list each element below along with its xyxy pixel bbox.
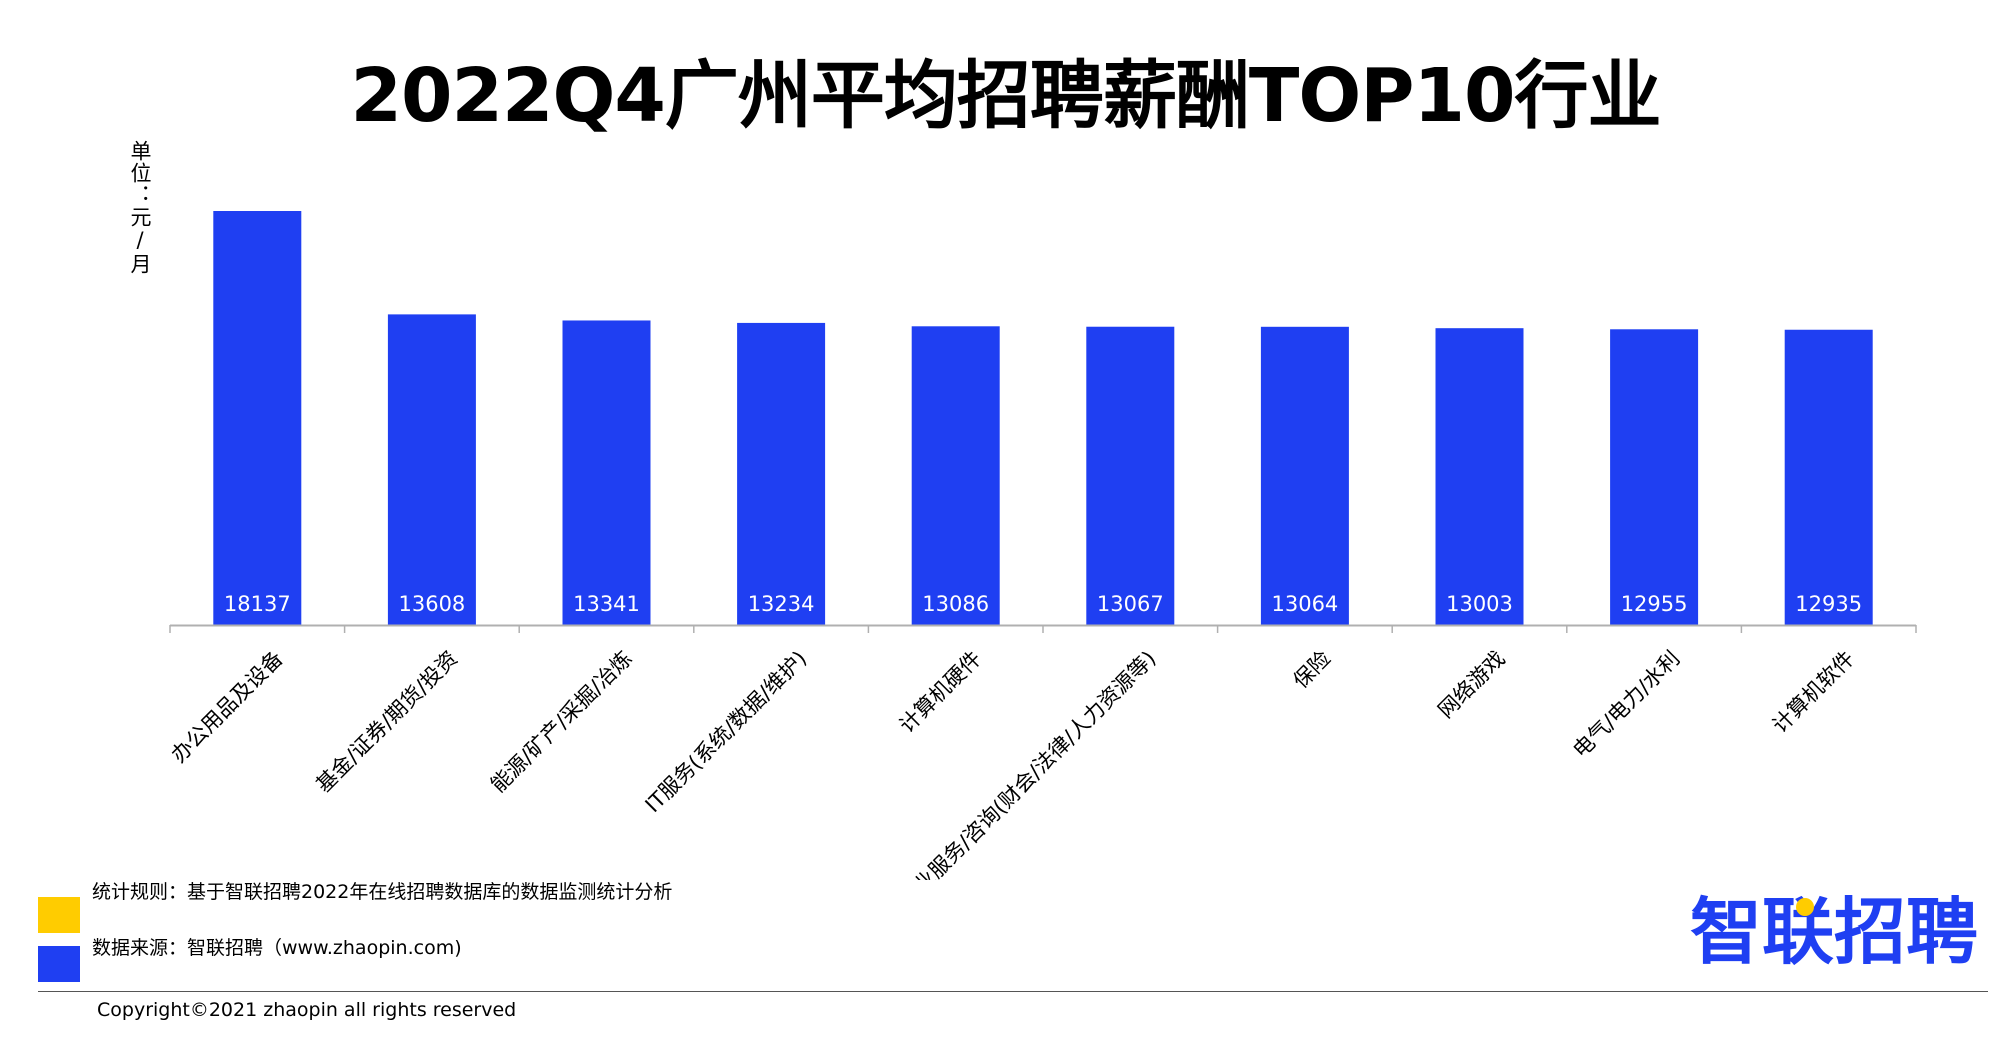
bar-value-label: 13608 [398,592,465,616]
x-axis-category-label: 基金/证券/期货/投资 [311,646,462,797]
bar-value-label: 13064 [1271,592,1338,616]
bar-value-label: 12935 [1795,592,1862,616]
bar [911,326,1000,625]
x-axis-category-label: 保险 [1289,646,1336,693]
bar [213,211,302,625]
footer-divider [38,991,1988,992]
bar-value-label: 13341 [573,592,640,616]
bar [387,314,476,625]
x-axis-category-label: 能源/矿产/采掘/冶炼 [486,646,637,797]
bar [1086,326,1175,625]
bar [1784,329,1873,625]
y-axis-unit-label: 单位：元/月 [128,140,152,275]
copyright-text: Copyright©2021 zhaopin all rights reserv… [97,999,517,1021]
legend-rule-text: 统计规则：基于智联招聘2022年在线招聘数据库的数据监测统计分析 [92,881,673,903]
x-axis-labels: 办公用品及设备 基金/证券/期货/投资 能源/矿产/采掘/冶炼 IT服务(系统/数据/… [167,646,1859,880]
bar [1435,328,1524,625]
bar-value-label: 13067 [1097,592,1164,616]
chart-title: 2022Q4广州平均招聘薪酬TOP10行业 [350,53,1662,139]
bar [1610,329,1699,625]
legend-swatch-rule [38,897,80,933]
bar [737,322,826,625]
bars-layer [213,211,1873,625]
legend-source-text: 数据来源：智联招聘（www.zhaopin.com) [92,937,462,959]
x-axis-category-label: 计算机硬件 [895,646,986,737]
bar-chart: 18137 13608 13341 13234 13086 13067 13064 13003… [167,211,1917,880]
x-axis-category-label: 计算机软件 [1768,646,1859,737]
x-axis-category-label: 电气/电力/水利 [1568,646,1684,762]
brand-logo: 智联招聘 [1690,888,1978,976]
bar-value-label: 13003 [1446,592,1513,616]
bar [1260,326,1349,625]
brand-logo-text: 智联招聘 [1690,890,1979,974]
legend-swatch-source [38,946,80,982]
bar-value-label: 13234 [748,592,815,616]
brand-logo-dot-icon [1796,898,1814,916]
x-axis-ticks [169,625,1917,633]
x-axis-category-label: 办公用品及设备 [167,646,288,767]
bar [562,320,651,625]
value-labels-layer: 18137 13608 13341 13234 13086 13067 13064 13003… [224,592,1862,616]
x-axis-category-label: IT服务(系统/数据/维护) [641,646,812,817]
bar-value-label: 18137 [224,592,291,616]
bar-value-label: 12955 [1621,592,1688,616]
bar-value-label: 13086 [922,592,989,616]
x-axis-category-label: 网络游戏 [1433,646,1509,722]
